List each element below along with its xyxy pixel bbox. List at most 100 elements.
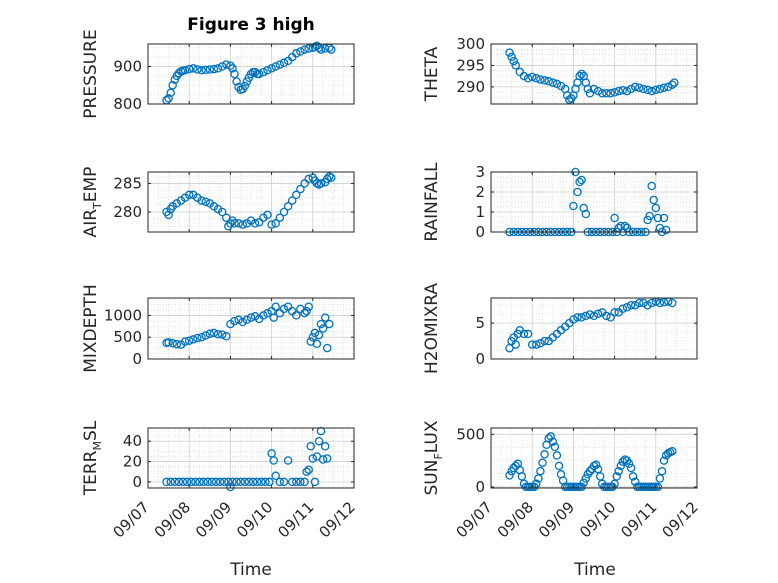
data-point [540, 336, 549, 346]
axes-box [490, 171, 698, 233]
data-point [630, 477, 640, 486]
data-point [205, 65, 215, 74]
data-point [536, 75, 545, 84]
data-point [310, 477, 320, 487]
data-point [166, 88, 175, 98]
data-point [610, 88, 619, 97]
data-point [505, 471, 514, 480]
axes-box [147, 171, 355, 233]
x-tick-label: 09/07 [110, 498, 153, 541]
data-point [226, 61, 235, 71]
data-point [271, 302, 280, 311]
data-point [279, 304, 289, 314]
data-point [643, 85, 652, 95]
data-point [647, 181, 656, 191]
data-point [612, 472, 621, 481]
data-point [635, 298, 644, 308]
data-point [585, 466, 595, 476]
data-point [275, 213, 285, 222]
data-point [643, 215, 652, 225]
data-point [523, 329, 533, 339]
data-point [316, 319, 326, 329]
y-tick-label: 3 [475, 163, 485, 181]
data-point [527, 72, 537, 82]
data-point [180, 66, 190, 75]
data-point [659, 83, 669, 92]
data-point [228, 64, 237, 73]
data-point [195, 477, 204, 487]
air-temp-panel: 280 285 AIRTEMP [81, 167, 355, 237]
data-point [593, 464, 603, 474]
data-point [647, 298, 656, 308]
data-point [222, 332, 231, 341]
data-point [172, 71, 182, 81]
x-axis-label-left: Time [229, 560, 272, 580]
data-point [583, 84, 593, 94]
data-point [213, 329, 223, 339]
data-point [207, 477, 217, 487]
data-point [643, 300, 652, 310]
x-tick-label: 09/08 [151, 498, 194, 541]
data-point [217, 62, 227, 71]
y-axis-label: H2OMIXRA [422, 283, 442, 374]
data-point [296, 47, 305, 56]
data-point [246, 313, 256, 322]
data-point [283, 202, 293, 211]
data-point [308, 454, 318, 463]
data-point [310, 328, 320, 338]
data-point [552, 79, 562, 89]
pressure-panel: 800 900 PRESSURE [81, 29, 355, 119]
data-point [602, 89, 611, 98]
axes-box [147, 43, 355, 105]
data-point [228, 477, 237, 487]
data-point [532, 340, 541, 349]
data-point [589, 311, 599, 321]
data-point [300, 45, 309, 54]
data-point [224, 477, 233, 487]
data-point [230, 219, 239, 228]
data-point [219, 477, 229, 487]
data-point [170, 477, 180, 487]
data-point [548, 78, 558, 87]
data-point [261, 477, 270, 487]
data-point [620, 221, 630, 231]
data-point [287, 196, 297, 205]
data-point [275, 309, 285, 318]
x-tick-label: 09/11 [274, 498, 317, 541]
data-point [304, 44, 313, 53]
x-axis-label-right: Time [573, 560, 616, 580]
data-point [263, 309, 272, 318]
x-tick-label: 09/10 [233, 498, 276, 541]
data-point [544, 77, 553, 86]
y-tick-label: 40 [123, 432, 142, 450]
data-point [653, 482, 663, 492]
data-point [538, 458, 547, 467]
data-point [505, 48, 514, 57]
data-point [585, 310, 595, 319]
data-point [635, 83, 644, 92]
data-point [649, 195, 658, 205]
data-point [193, 193, 202, 202]
data-point [645, 211, 654, 221]
data-point [232, 477, 241, 487]
data-point [215, 477, 225, 487]
data-point [174, 477, 184, 487]
data-point [180, 337, 190, 346]
data-point [234, 219, 243, 228]
data-point [184, 190, 194, 200]
data-point [618, 304, 628, 314]
data-point [164, 210, 173, 220]
data-point [670, 78, 679, 87]
data-point [577, 69, 586, 79]
data-point [573, 187, 582, 197]
data-point [668, 298, 677, 308]
data-point [661, 225, 671, 235]
data-point [519, 329, 529, 339]
data-point [622, 86, 632, 96]
y-tick-label: 290 [456, 78, 485, 96]
y-tick-label: 2 [475, 183, 485, 201]
data-point [624, 459, 634, 469]
data-point [517, 472, 527, 481]
data-point [626, 300, 636, 310]
